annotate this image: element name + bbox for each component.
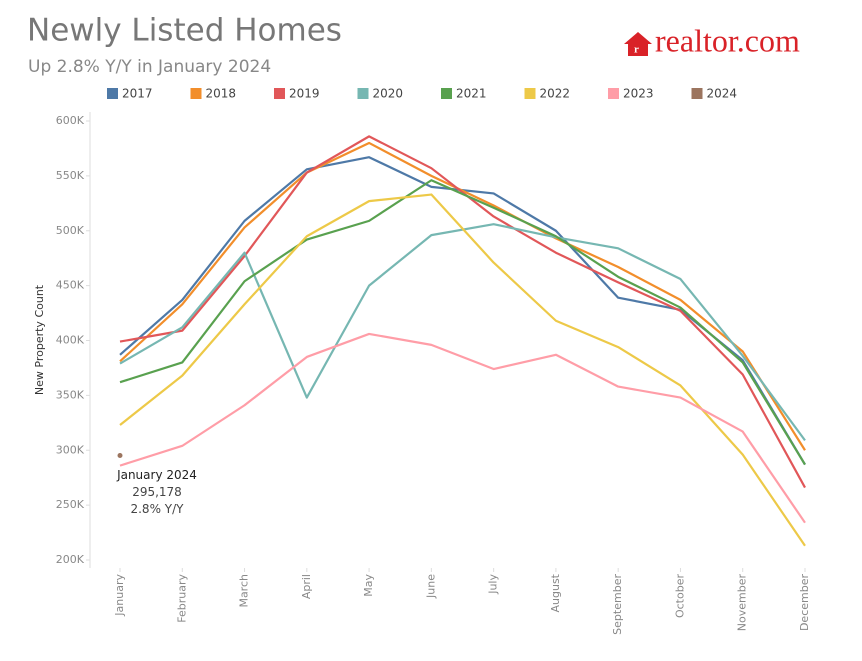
logo-icon	[624, 32, 652, 56]
series-line	[119, 179, 806, 466]
legend-label: 2024	[707, 87, 738, 101]
legend-label: 2018	[206, 87, 237, 101]
legend-label: 2021	[456, 87, 487, 101]
annotation-change: 2.8% Y/Y	[130, 502, 184, 516]
series-line	[119, 141, 806, 451]
series-line	[119, 332, 806, 524]
legend-label: 2022	[540, 87, 571, 101]
series-line	[119, 193, 806, 547]
legend-swatch	[524, 88, 536, 99]
legend-label: 2017	[122, 87, 153, 101]
legend-swatch	[441, 88, 452, 99]
logo-text: realtor.com	[655, 22, 800, 58]
x-tick-label: March	[238, 574, 251, 608]
y-tick-label: 500K	[56, 224, 85, 237]
x-tick-label: May	[362, 574, 375, 597]
data-point	[117, 453, 123, 459]
x-tick-label: November	[736, 574, 749, 632]
legend-label: 2020	[373, 87, 404, 101]
series-line	[119, 135, 806, 489]
legend-swatch	[357, 88, 369, 99]
x-tick-label: September	[611, 574, 624, 635]
legend-swatch	[274, 88, 285, 99]
x-tick-label: July	[487, 574, 500, 595]
logo-icon-letter: r	[634, 44, 639, 56]
x-tick-label: October	[673, 574, 686, 618]
data-label: 295,178	[132, 485, 182, 499]
y-tick-label: 400K	[56, 334, 85, 347]
logo: r realtor.com	[624, 22, 800, 58]
x-tick-label: June	[424, 574, 437, 599]
legend-swatch	[608, 88, 619, 99]
y-tick-label: 250K	[56, 498, 85, 511]
y-tick-label: 550K	[56, 169, 85, 182]
y-tick-label: 200K	[56, 553, 85, 566]
y-tick-label: 300K	[56, 443, 85, 456]
legend-swatch	[190, 88, 202, 99]
x-tick-label: April	[300, 574, 313, 599]
legend-label: 2023	[623, 87, 654, 101]
x-tick-label: August	[549, 573, 562, 612]
annotation-title: January 2024	[116, 468, 197, 482]
legend-swatch	[691, 88, 703, 99]
chart-title: Newly Listed Homes	[27, 13, 342, 49]
legend-swatch	[107, 88, 118, 99]
y-axis-label: New Property Count	[33, 284, 46, 395]
y-tick-label: 350K	[56, 388, 85, 401]
y-tick-label: 600K	[56, 114, 85, 127]
legend-label: 2019	[289, 87, 320, 101]
x-tick-label: December	[798, 574, 811, 632]
y-tick-label: 450K	[56, 279, 85, 292]
x-tick-label: January	[113, 574, 126, 617]
x-tick-label: February	[175, 574, 188, 623]
chart-subtitle: Up 2.8% Y/Y in January 2024	[28, 57, 271, 77]
